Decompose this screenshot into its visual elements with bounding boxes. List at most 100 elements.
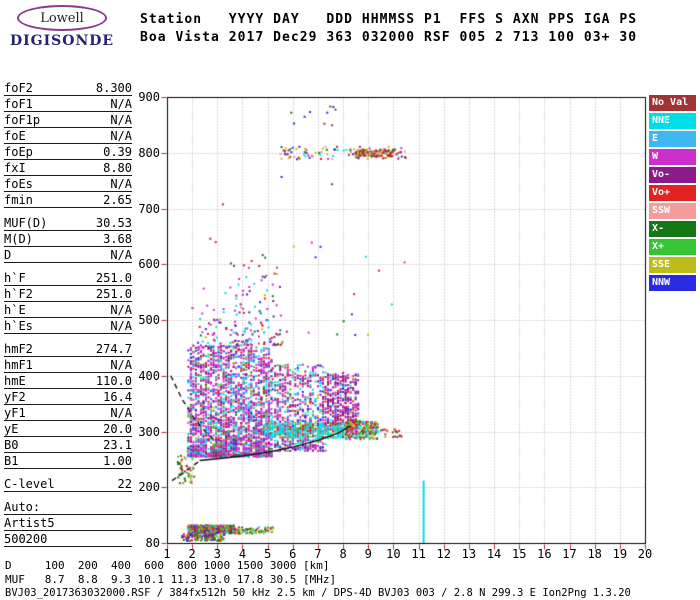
y-axis-tick-600: 600 bbox=[138, 257, 160, 272]
legend-item-9: SSE bbox=[649, 257, 696, 273]
y-axis-tick-700: 700 bbox=[138, 201, 160, 216]
param-label: foF2 bbox=[4, 81, 33, 95]
param-value: 16.4 bbox=[103, 390, 132, 404]
param-group-gap bbox=[4, 469, 132, 476]
param-label: hmE bbox=[4, 374, 26, 388]
x-axis-tick-1: 1 bbox=[163, 547, 171, 561]
param-row-foes: foEs N/A bbox=[4, 176, 132, 192]
x-axis-tick-5: 5 bbox=[264, 547, 272, 561]
x-axis-tick-15: 15 bbox=[511, 547, 527, 561]
param-value: 3.68 bbox=[103, 232, 132, 246]
param-value: 2.65 bbox=[103, 193, 132, 207]
param-group-gap bbox=[4, 334, 132, 341]
x-axis-tick-2: 2 bbox=[188, 547, 196, 561]
x-axis-tick-18: 18 bbox=[587, 547, 602, 561]
x-axis-tick-12: 12 bbox=[436, 547, 451, 561]
param-label: h`F bbox=[4, 271, 26, 285]
param-row-foep: foEp 0.39 bbox=[4, 144, 132, 160]
y-axis-tick-500: 500 bbox=[138, 313, 160, 327]
param-label: Artist5 bbox=[4, 516, 55, 530]
y-axis-tick-200: 200 bbox=[138, 480, 160, 495]
x-axis-tick-3: 3 bbox=[213, 547, 221, 561]
x-axis-tick-20: 20 bbox=[637, 547, 653, 561]
param-label: foE bbox=[4, 129, 26, 143]
param-row-hf2: h`F2 251.0 bbox=[4, 286, 132, 302]
param-label: M(D) bbox=[4, 232, 33, 246]
param-row-hmf1: hmF1 N/A bbox=[4, 357, 132, 373]
param-row-fof2: foF2 8.300 bbox=[4, 80, 132, 96]
ionogram-plot-canvas bbox=[157, 87, 655, 553]
x-axis-tick-10: 10 bbox=[386, 547, 401, 561]
param-group-gap bbox=[4, 492, 132, 499]
param-row-mufd: MUF(D) 30.53 bbox=[4, 215, 132, 231]
y-axis-tick-400: 400 bbox=[138, 368, 160, 383]
x-axis-tick-4: 4 bbox=[238, 547, 247, 561]
param-row-yf2: yF2 16.4 bbox=[4, 389, 132, 405]
param-label: fmin bbox=[4, 193, 33, 207]
x-axis-tick-16: 16 bbox=[537, 547, 552, 561]
param-value: N/A bbox=[110, 177, 132, 191]
param-value: N/A bbox=[110, 129, 132, 143]
x-axis-tick-11: 11 bbox=[411, 547, 426, 561]
doppler-direction-legend: No Val NNE E W Vo- Vo+ SSW X- X+ SSE NNW bbox=[649, 95, 696, 293]
param-row-auto: Auto: bbox=[4, 499, 132, 515]
param-value: 1.00 bbox=[103, 454, 132, 468]
param-value: N/A bbox=[110, 358, 132, 372]
legend-item-7: X- bbox=[649, 221, 696, 237]
param-label: h`F2 bbox=[4, 287, 33, 301]
param-value: N/A bbox=[110, 406, 132, 420]
param-value: N/A bbox=[110, 303, 132, 317]
param-row-yf1: yF1 N/A bbox=[4, 405, 132, 421]
param-label: foEp bbox=[4, 145, 33, 159]
param-label: B1 bbox=[4, 454, 19, 468]
x-axis-tick-13: 13 bbox=[461, 547, 477, 561]
legend-item-4: Vo- bbox=[649, 167, 696, 183]
x-axis-tick-17: 17 bbox=[562, 547, 577, 561]
param-value: 0.39 bbox=[103, 145, 132, 159]
param-value: 8.300 bbox=[95, 81, 132, 95]
param-value: 251.0 bbox=[95, 287, 132, 301]
logo-lowell-text: Lowell bbox=[40, 10, 84, 26]
param-label: hmF1 bbox=[4, 358, 33, 372]
param-label: yF1 bbox=[4, 406, 26, 420]
param-value: 274.7 bbox=[95, 342, 132, 356]
dmuf-distance-row: D 100 200 400 600 800 1000 1500 3000 [km… bbox=[5, 559, 330, 572]
param-label: C-level bbox=[4, 477, 55, 491]
logo-digisonde-text: DIGISONDE bbox=[9, 33, 115, 49]
legend-item-2: E bbox=[649, 131, 696, 147]
dmuf-muf-row: MUF 8.7 8.8 9.3 10.1 11.3 13.0 17.8 30.5… bbox=[5, 573, 337, 586]
param-row-artist5: Artist5 bbox=[4, 515, 132, 531]
param-label: hmF2 bbox=[4, 342, 33, 356]
lowell-digisonde-logo: Lowell DIGISONDE bbox=[8, 5, 116, 49]
y-axis-tick-300: 300 bbox=[138, 424, 160, 439]
param-row-b1: B1 1.00 bbox=[4, 453, 132, 469]
param-row-hf: h`F 251.0 bbox=[4, 270, 132, 286]
param-label: foF1p bbox=[4, 113, 41, 127]
param-value: 8.80 bbox=[103, 161, 132, 175]
param-row-hes: h`Es N/A bbox=[4, 318, 132, 334]
param-row-clevel: C-level 22 bbox=[4, 476, 132, 492]
param-label: 500200 bbox=[4, 532, 48, 546]
x-axis-tick-6: 6 bbox=[289, 547, 297, 561]
param-value: 20.0 bbox=[103, 422, 132, 436]
legend-item-8: X+ bbox=[649, 239, 696, 255]
x-axis-tick-9: 9 bbox=[364, 547, 372, 561]
legend-item-6: SSW bbox=[649, 203, 696, 219]
param-value: N/A bbox=[110, 319, 132, 333]
param-label: h`Es bbox=[4, 319, 33, 333]
param-row-fof1: foF1 N/A bbox=[4, 96, 132, 112]
legend-item-0: No Val bbox=[649, 95, 696, 111]
station-header-values: Boa Vista 2017 Dec29 363 032000 RSF 005 … bbox=[140, 30, 638, 45]
param-row-md: M(D) 3.68 bbox=[4, 231, 132, 247]
station-header-columns: Station YYYY DAY DDD HHMMSS P1 FFS S AXN… bbox=[140, 12, 638, 27]
y-axis-tick-900: 900 bbox=[138, 90, 160, 104]
param-row-fof1p: foF1p N/A bbox=[4, 112, 132, 128]
param-row-fxi: fxI 8.80 bbox=[4, 160, 132, 176]
param-value: 22 bbox=[117, 477, 132, 491]
param-value: N/A bbox=[110, 113, 132, 127]
legend-item-3: W bbox=[649, 149, 696, 165]
param-label: h`E bbox=[4, 303, 26, 317]
param-label: fxI bbox=[4, 161, 26, 175]
param-row-hmf2: hmF2 274.7 bbox=[4, 341, 132, 357]
